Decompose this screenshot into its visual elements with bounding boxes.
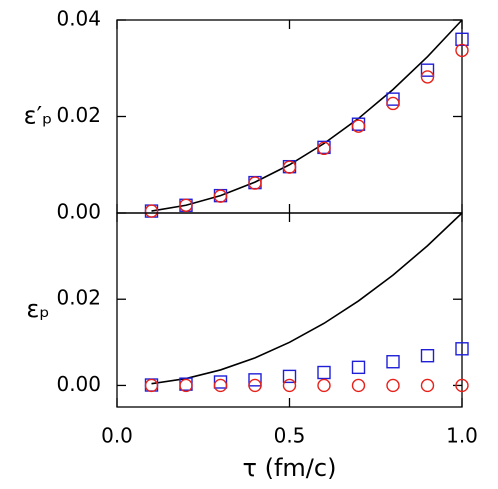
x-tick-label: 0.0	[101, 424, 133, 448]
x-axis-label: τ (fm/c)	[243, 454, 337, 482]
circle-marker	[420, 378, 435, 393]
circle-marker	[351, 119, 366, 133]
curve	[151, 212, 463, 385]
y-axis-label: εₚ	[26, 295, 49, 323]
square-marker	[351, 360, 366, 375]
circle-marker	[420, 70, 435, 84]
circle-marker	[317, 378, 331, 393]
circle-marker	[213, 189, 228, 203]
circle-marker	[317, 141, 331, 156]
circle-marker	[282, 160, 297, 174]
y-tick-label: 0.00	[56, 200, 101, 224]
circle-marker	[144, 378, 159, 393]
circle-marker	[282, 378, 297, 393]
y-tick-label: 0.04	[56, 7, 101, 31]
square-marker	[282, 369, 297, 384]
square-marker	[455, 32, 469, 46]
circle-marker	[386, 96, 400, 111]
square-marker	[386, 355, 400, 369]
y-tick-label: 0.02	[56, 103, 101, 127]
circle-marker	[455, 43, 469, 58]
circle-marker	[455, 378, 469, 393]
x-tick-label: 1.0	[446, 424, 478, 448]
circle-marker	[144, 204, 159, 218]
square-marker	[420, 63, 435, 77]
plot-frame	[116, 212, 463, 408]
circle-marker	[179, 378, 193, 393]
y-tick-label: 0.02	[56, 286, 101, 310]
circle-marker	[248, 378, 262, 393]
curve	[151, 19, 463, 212]
circle-marker	[248, 176, 262, 190]
square-marker	[213, 375, 228, 389]
circle-marker	[179, 198, 193, 212]
square-marker	[455, 342, 469, 356]
plot-frame	[116, 19, 463, 214]
y-axis-label: ε′ₚ	[24, 102, 53, 130]
square-marker	[420, 348, 435, 363]
x-tick-label: 0.5	[274, 424, 306, 448]
square-marker	[386, 92, 400, 106]
circle-marker	[213, 378, 228, 393]
square-marker	[317, 365, 331, 380]
circle-marker	[386, 378, 400, 393]
square-marker	[248, 373, 262, 387]
circle-marker	[351, 378, 366, 393]
y-tick-label: 0.00	[56, 372, 101, 396]
